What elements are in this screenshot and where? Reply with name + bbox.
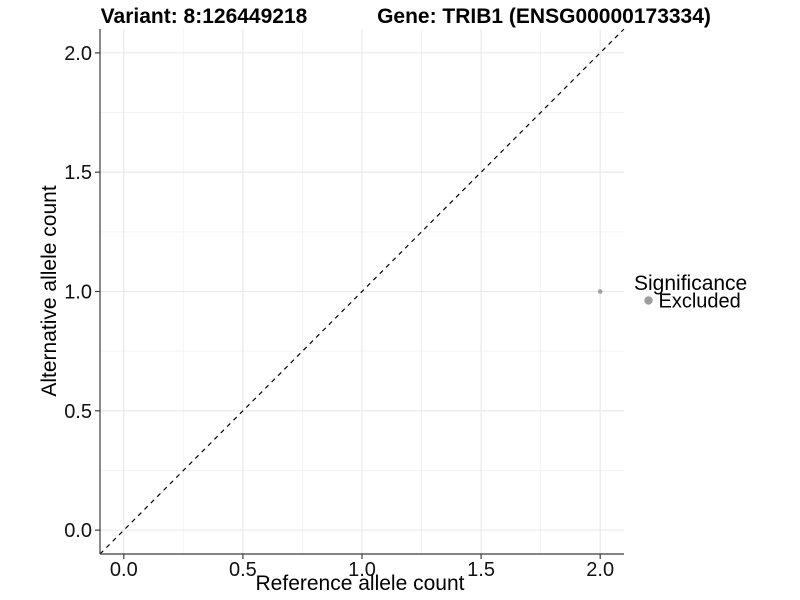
legend: Significance Excluded	[634, 272, 747, 313]
x-tick-label: 1.0	[348, 559, 376, 581]
plot-title-gene: Gene: TRIB1 (ENSG00000173334)	[377, 5, 711, 28]
x-axis-title: Reference allele count	[256, 572, 465, 595]
legend-title: Significance	[634, 272, 747, 295]
y-tick-label: 1.0	[64, 282, 92, 304]
y-axis-title: Alternative allele count	[38, 185, 61, 396]
legend-items: Excluded	[644, 291, 741, 313]
identity-dashed-line	[99, 28, 625, 555]
x-tick-label: 1.5	[467, 559, 495, 581]
legend-label-excluded: Excluded	[659, 291, 741, 313]
data-points-layer	[597, 289, 603, 294]
plot-title-variant: Variant: 8:126449218	[101, 5, 308, 28]
axes-layer: 0.0 0.5 1.0 1.5 2.0 0.0 0.5 1.0 1.5 2.0	[64, 29, 624, 581]
data-point-excluded	[597, 289, 603, 294]
x-tick-label: 0.5	[229, 559, 257, 581]
x-tick-label: 2.0	[586, 559, 614, 581]
x-tick-label: 0.0	[110, 559, 138, 581]
reference-line-layer	[99, 28, 625, 555]
y-tick-label: 0.0	[64, 520, 92, 542]
y-tick-label: 2.0	[64, 43, 92, 65]
y-tick-label: 1.5	[64, 162, 92, 184]
legend-key-excluded-dot	[644, 296, 653, 305]
y-tick-label: 0.5	[64, 401, 92, 423]
